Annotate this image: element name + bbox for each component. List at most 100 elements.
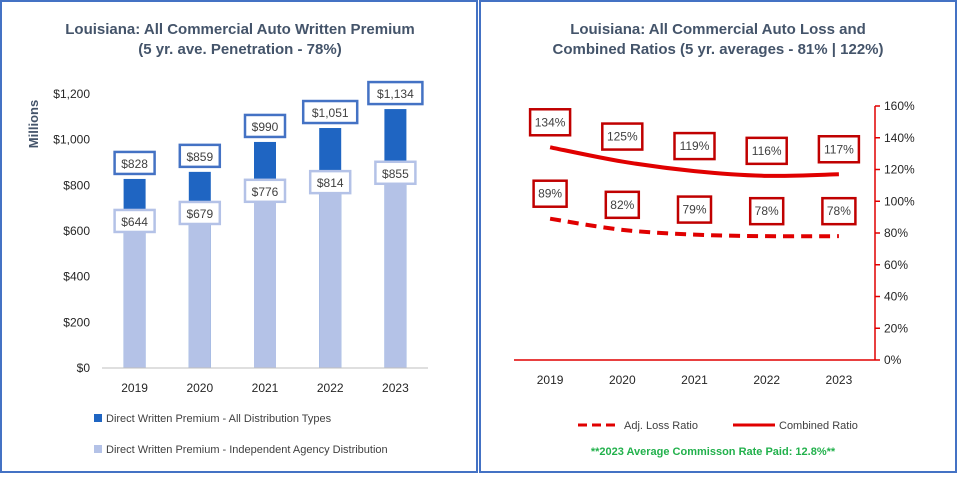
label-box-adj-loss-ratio [532, 179, 568, 208]
label-box-all-distribution [178, 143, 222, 169]
premium-legend: Direct Written Premium - All Distributio… [94, 413, 388, 456]
ratio-x-tick-label: 2023 [826, 373, 853, 387]
label-box-independent-agency [308, 169, 352, 195]
premium-y-axis: $0 $200 $400 $600 $800 $1,000 $1,200 [53, 87, 90, 375]
ratio-y-tick-label: 60% [884, 258, 908, 272]
ratio-y-tick-label: 160% [884, 99, 915, 113]
premium-y-tick-label: $0 [77, 361, 91, 375]
data-label-combined-ratio: 117% [824, 142, 854, 156]
legend-label-adj-loss-ratio: Adj. Loss Ratio [624, 420, 698, 432]
ratio-chart-title-line2: Combined Ratios (5 yr. averages - 81% | … [553, 41, 884, 58]
line-adj-loss-ratio [549, 216, 839, 239]
ratio-y-tick-label: 120% [884, 163, 915, 177]
data-label-combined-ratio: 116% [752, 144, 782, 158]
data-label-all-distribution: $990 [252, 120, 279, 134]
legend-label-independent-agency: Direct Written Premium - Independent Age… [106, 444, 388, 456]
label-box-combined-ratio [817, 135, 861, 164]
data-label-all-distribution: $828 [121, 157, 148, 171]
ratio-y-tick-label: 0% [884, 353, 902, 367]
ratio-x-tick-label: 2019 [537, 373, 564, 387]
label-box-adj-loss-ratio [821, 196, 857, 226]
label-box-independent-agency [243, 178, 287, 204]
ratio-x-tick-label: 2022 [753, 373, 780, 387]
data-label-adj-loss-ratio: 78% [827, 204, 851, 218]
data-label-independent-agency: $644 [121, 215, 148, 229]
premium-y-tick-label: $200 [63, 315, 90, 329]
label-box-all-distribution [113, 150, 156, 176]
ratio-y-tick-label: 80% [884, 226, 908, 240]
premium-y-axis-label: Millions [26, 100, 41, 148]
premium-chart-title-line2: (5 yr. ave. Penetration - 78%) [138, 41, 341, 58]
premium-x-tick-label: 2021 [252, 381, 279, 395]
legend-swatch-all-distribution [94, 414, 102, 422]
data-label-all-distribution: $1,134 [377, 87, 414, 101]
left-panel-border [0, 0, 478, 473]
data-label-adj-loss-ratio: 78% [755, 204, 779, 218]
label-box-all-distribution [301, 99, 359, 125]
line-combined-ratio [549, 145, 839, 178]
data-label-all-distribution: $859 [186, 150, 213, 164]
label-box-all-distribution [367, 80, 424, 106]
data-label-independent-agency: $855 [382, 167, 409, 181]
premium-y-tick-label: $400 [63, 270, 90, 284]
ratio-legend: Adj. Loss Ratio Combined Ratio [578, 420, 858, 432]
label-box-adj-loss-ratio [748, 196, 785, 226]
data-label-independent-agency: $776 [252, 185, 279, 199]
premium-data-labels: $828 $644 $859 $679 $990 $776 $1,051 $814 $1,134… [113, 80, 424, 234]
data-label-adj-loss-ratio: 82% [610, 198, 634, 212]
bar-independent-agency [384, 172, 407, 368]
legend-label-all-distribution: Direct Written Premium - All Distributio… [106, 413, 332, 425]
right-panel-border [479, 0, 957, 473]
ratio-y-tick-label: 100% [884, 194, 915, 208]
ratio-axes: 0% 20% 40% 60% 80% 100% 120% 140% 160% 2019 2020 20… [514, 99, 915, 387]
legend-label-combined-ratio: Combined Ratio [779, 420, 858, 432]
premium-chart: Louisiana: All Commercial Auto Written P… [26, 21, 428, 456]
ratio-x-tick-label: 2020 [609, 373, 636, 387]
label-box-adj-loss-ratio [676, 195, 713, 224]
premium-y-tick-label: $1,200 [53, 87, 90, 101]
data-label-independent-agency: $679 [186, 207, 213, 221]
data-label-independent-agency: $814 [317, 176, 344, 190]
label-box-independent-agency [374, 160, 417, 186]
data-label-combined-ratio: 134% [535, 115, 566, 129]
premium-chart-title-line1: Louisiana: All Commercial Auto Written P… [65, 21, 415, 38]
ratio-data-labels: 89% 82% 79% 78% 78% 134% 125% 119% 116% 117% [528, 108, 861, 226]
ratio-chart-title-line1: Louisiana: All Commercial Auto Loss and [570, 21, 866, 38]
data-label-adj-loss-ratio: 79% [682, 203, 706, 217]
label-box-combined-ratio [601, 122, 644, 151]
premium-x-tick-label: 2020 [186, 381, 213, 395]
premium-y-tick-label: $600 [63, 224, 90, 238]
label-box-independent-agency [113, 208, 156, 234]
ratio-chart: Louisiana: All Commercial Auto Loss and … [514, 21, 915, 458]
ratio-y-tick-label: 20% [884, 321, 908, 335]
label-box-independent-agency [178, 200, 222, 226]
label-box-adj-loss-ratio [604, 190, 641, 220]
bar-independent-agency [188, 212, 211, 368]
data-label-all-distribution: $1,051 [312, 106, 349, 120]
label-box-combined-ratio [673, 131, 716, 161]
premium-x-tick-label: 2022 [317, 381, 344, 395]
bar-independent-agency [123, 220, 146, 368]
label-box-combined-ratio [745, 136, 788, 166]
premium-x-tick-label: 2019 [121, 381, 148, 395]
bar-independent-agency [254, 190, 276, 368]
premium-y-tick-label: $800 [63, 178, 90, 192]
bar-independent-agency [319, 182, 342, 368]
premium-x-tick-label: 2023 [382, 381, 409, 395]
label-box-all-distribution [243, 113, 287, 139]
premium-y-tick-label: $1,000 [53, 133, 90, 147]
legend-swatch-independent-agency [94, 445, 102, 453]
ratio-y-tick-label: 140% [884, 131, 915, 145]
commission-rate-note: **2023 Average Commisson Rate Paid: 12.8… [591, 446, 836, 458]
premium-bars [123, 109, 407, 368]
data-label-combined-ratio: 125% [607, 130, 638, 144]
ratio-lines [549, 145, 839, 239]
data-label-combined-ratio: 119% [680, 139, 710, 153]
premium-x-axis: 2019 2020 2021 2022 2023 [102, 367, 428, 395]
data-label-adj-loss-ratio: 89% [538, 187, 562, 201]
ratio-y-tick-label: 40% [884, 290, 908, 304]
ratio-x-tick-label: 2021 [681, 373, 708, 387]
label-box-combined-ratio [528, 108, 572, 137]
